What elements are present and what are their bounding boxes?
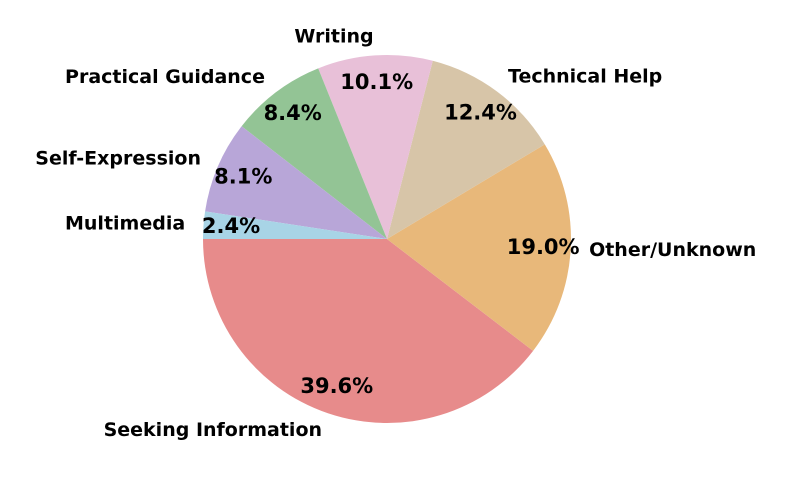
pie-slice — [241, 68, 387, 239]
pie-slice — [318, 54, 433, 239]
percent-label: 10.1% — [340, 70, 413, 94]
percent-label: 12.4% — [444, 101, 517, 125]
percent-label: 19.0% — [507, 235, 580, 259]
pie-slice — [205, 126, 387, 239]
pie-slice — [387, 144, 571, 351]
category-label: Seeking Information — [104, 419, 322, 441]
pie-slice — [203, 239, 534, 423]
pie-slice — [387, 60, 545, 239]
category-label: Multimedia — [65, 212, 185, 234]
category-label: Writing — [294, 26, 373, 48]
category-label: Technical Help — [508, 65, 662, 87]
percent-label: 39.6% — [300, 374, 373, 398]
category-label: Other/Unknown — [589, 239, 756, 261]
pie-slice — [203, 211, 387, 239]
percent-label: 8.4% — [264, 101, 322, 125]
percent-label: 8.1% — [214, 164, 272, 188]
category-label: Practical Guidance — [65, 66, 265, 88]
category-label: Self-Expression — [35, 148, 201, 170]
percent-label: 2.4% — [202, 214, 260, 238]
